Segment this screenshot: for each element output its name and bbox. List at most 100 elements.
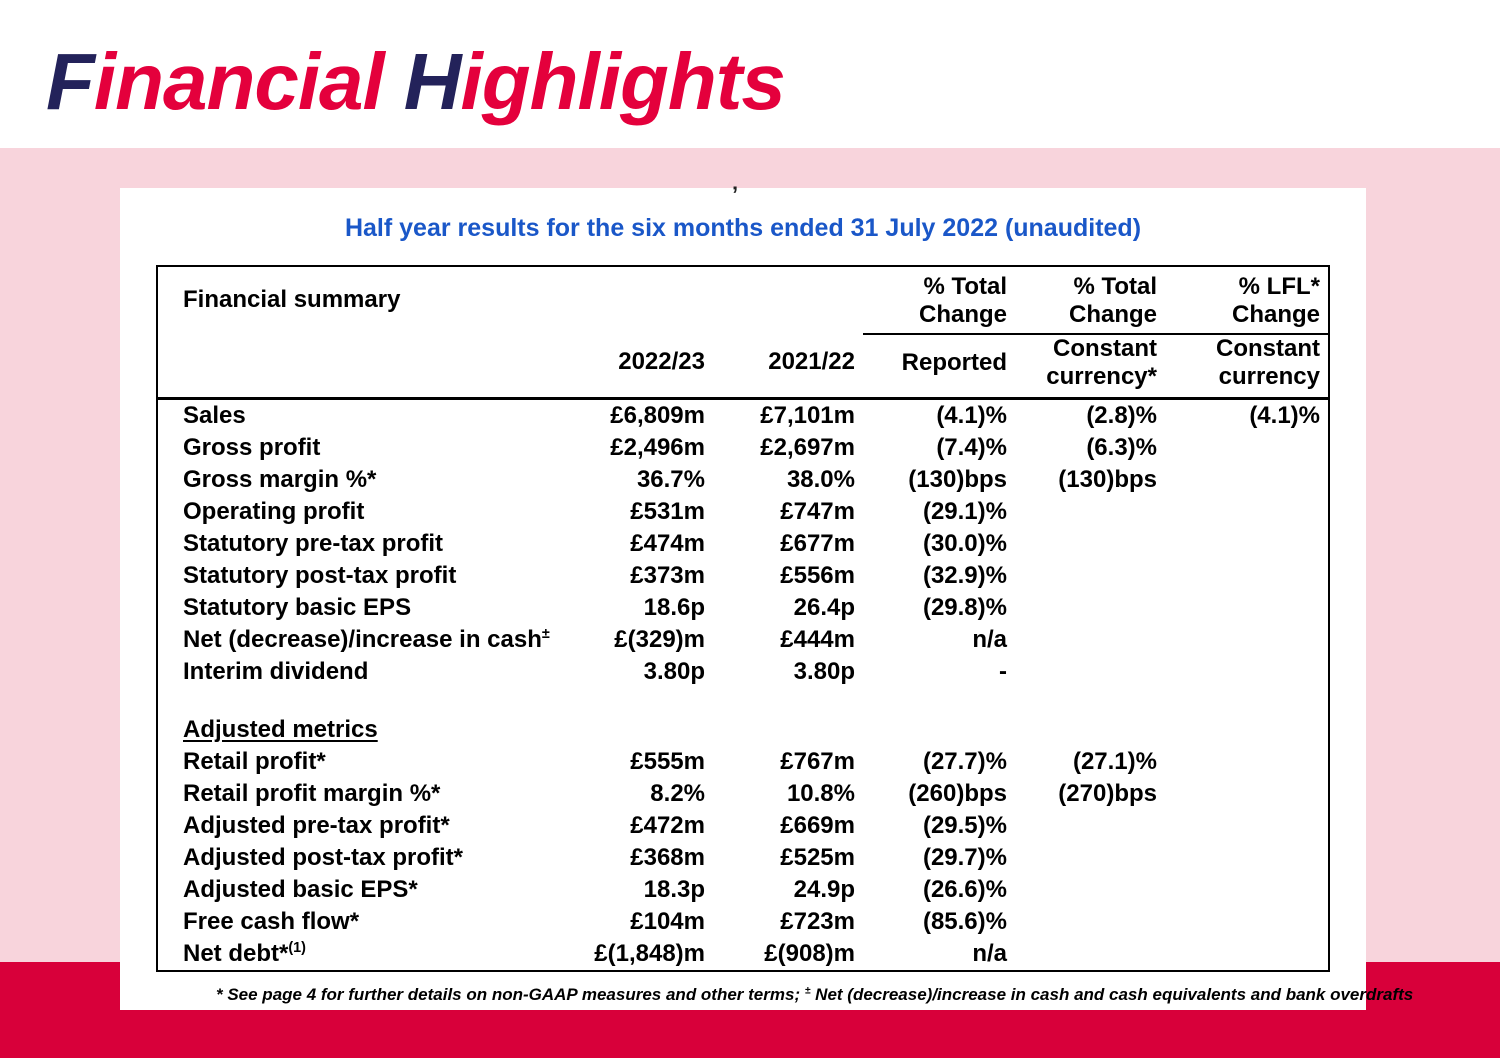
row-value xyxy=(1015,938,1165,971)
row-value: £(1,848)m xyxy=(594,940,705,968)
row-value xyxy=(1015,906,1165,938)
row-label: Free cash flow* xyxy=(183,908,360,936)
row-label-sup: (1) xyxy=(288,940,306,957)
title-word-financial: Financial xyxy=(46,37,385,126)
row-value xyxy=(1165,496,1329,528)
col-header-constant-currency-lfl: Constant currency xyxy=(1165,333,1329,401)
content-card: ’ Half year results for the six months e… xyxy=(120,182,1413,1010)
table-row: Statutory post-tax profit £373m £556m (32.9… xyxy=(157,560,1329,592)
table-row: Gross profit £2,496m £2,697m (7.4)% (6.3)% xyxy=(157,432,1329,464)
spacer-cell xyxy=(157,688,1329,714)
footnote-text-1: * See page 4 for further details on non-… xyxy=(216,985,805,1005)
row-value: 8.2% xyxy=(650,780,705,808)
row-value: £104m xyxy=(630,908,705,936)
table-row: Adjusted post-tax profit* £368m £525m (29.7… xyxy=(157,842,1329,874)
page-title: Financial Highlights xyxy=(46,42,786,122)
row-value: 18.6p xyxy=(643,594,705,622)
row-value: (130)bps xyxy=(908,466,1007,494)
row-value: (4.1)% xyxy=(1249,402,1320,430)
col-group-lfl-change: % LFL* Change xyxy=(1165,266,1329,335)
table-row: Interim dividend 3.80p 3.80p - xyxy=(157,656,1329,688)
row-value: (2.8)% xyxy=(1086,402,1157,430)
row-value: £6,809m xyxy=(610,402,705,430)
row-value: £677m xyxy=(780,530,855,558)
table-row: Statutory basic EPS 18.6p 26.4p (29.8)% xyxy=(157,592,1329,624)
row-value: £474m xyxy=(630,530,705,558)
row-value: (27.7)% xyxy=(922,748,1007,776)
row-value xyxy=(1165,560,1329,592)
row-value: £2,697m xyxy=(760,434,855,462)
title-word-rest: ighlights xyxy=(460,37,786,126)
row-value: £525m xyxy=(780,844,855,872)
row-value xyxy=(1165,778,1329,810)
table-row: Statutory pre-tax profit £474m £677m (30.0)… xyxy=(157,528,1329,560)
row-value: £747m xyxy=(780,498,855,526)
row-label: Retail profit* xyxy=(183,748,326,776)
row-label: Operating profit xyxy=(183,498,365,526)
table-title: Half year results for the six months end… xyxy=(344,214,1142,242)
blank-header-cell xyxy=(713,266,863,334)
row-value: (29.7)% xyxy=(922,844,1007,872)
row-value: (260)bps xyxy=(908,780,1007,808)
financial-summary-table: Financial summary % Total Change % Total… xyxy=(156,265,1330,973)
row-value: (4.1)% xyxy=(936,402,1007,430)
row-value: £(908)m xyxy=(764,940,855,968)
stray-mark: ’ xyxy=(732,182,739,207)
row-value: n/a xyxy=(972,626,1007,654)
footnote: * See page 4 for further details on non-… xyxy=(216,985,1413,1005)
table-row: Gross margin %* 36.7% 38.0% (130)bps (130)bp… xyxy=(157,464,1329,496)
row-value: £7,101m xyxy=(760,402,855,430)
spacer-row xyxy=(157,688,1329,714)
row-value xyxy=(1165,938,1329,971)
row-label: Interim dividend xyxy=(183,658,369,686)
row-label: Gross margin %* xyxy=(183,466,377,494)
col-header-2021-22: 2021/22 xyxy=(713,333,863,401)
row-label: Statutory basic EPS xyxy=(183,594,412,622)
row-value xyxy=(1165,906,1329,938)
row-value: 24.9p xyxy=(793,876,855,904)
row-value: £556m xyxy=(780,562,855,590)
group-header-row: Financial summary % Total Change % Total… xyxy=(157,266,1329,335)
row-value xyxy=(1015,874,1165,906)
row-value xyxy=(1165,810,1329,842)
row-value: (32.9)% xyxy=(922,562,1007,590)
row-value: (7.4)% xyxy=(936,434,1007,462)
row-label: Statutory pre-tax profit xyxy=(183,530,444,558)
row-label: Adjusted post-tax profit* xyxy=(183,844,463,872)
footnote-text-2: Net (decrease)/increase in cash and cash… xyxy=(810,985,1414,1005)
row-value: £472m xyxy=(630,812,705,840)
row-label: Retail profit margin %* xyxy=(183,780,441,808)
table-wrapper: Financial summary % Total Change % Total… xyxy=(156,265,1413,1005)
row-value: £373m xyxy=(630,562,705,590)
table-corner-label: Financial summary xyxy=(183,286,401,314)
row-label-sup: ± xyxy=(541,626,550,643)
col-group-total-change-reported: % Total Change xyxy=(863,266,1015,335)
row-value xyxy=(1015,624,1165,656)
row-value: £2,496m xyxy=(610,434,705,462)
row-value: £(329)m xyxy=(614,626,705,654)
row-value xyxy=(1015,656,1165,688)
row-value: (130)bps xyxy=(1058,466,1157,494)
table-row: Sales £6,809m £7,101m (4.1)% (2.8)% (4.1)% xyxy=(157,399,1329,433)
row-value xyxy=(1165,656,1329,688)
table-row: Adjusted basic EPS* 18.3p 24.9p (26.6)% xyxy=(157,874,1329,906)
row-value xyxy=(1165,624,1329,656)
row-value: (85.6)% xyxy=(922,908,1007,936)
row-label: Net debt*(1) xyxy=(183,940,306,968)
row-label: Statutory post-tax profit xyxy=(183,562,457,590)
row-value: (6.3)% xyxy=(1086,434,1157,462)
table-row: Free cash flow* £104m £723m (85.6)% xyxy=(157,906,1329,938)
col-group-total-change-constant: % Total Change xyxy=(1015,266,1165,335)
row-value: £444m xyxy=(780,626,855,654)
row-value: £723m xyxy=(780,908,855,936)
row-value: 10.8% xyxy=(786,780,855,808)
row-value: (29.5)% xyxy=(922,812,1007,840)
row-value: - xyxy=(999,658,1007,686)
row-value xyxy=(1165,842,1329,874)
blank-header-cell xyxy=(157,333,557,401)
title-initial: H xyxy=(403,37,462,126)
row-value xyxy=(1015,592,1165,624)
row-value xyxy=(1165,874,1329,906)
row-value: 26.4p xyxy=(793,594,855,622)
